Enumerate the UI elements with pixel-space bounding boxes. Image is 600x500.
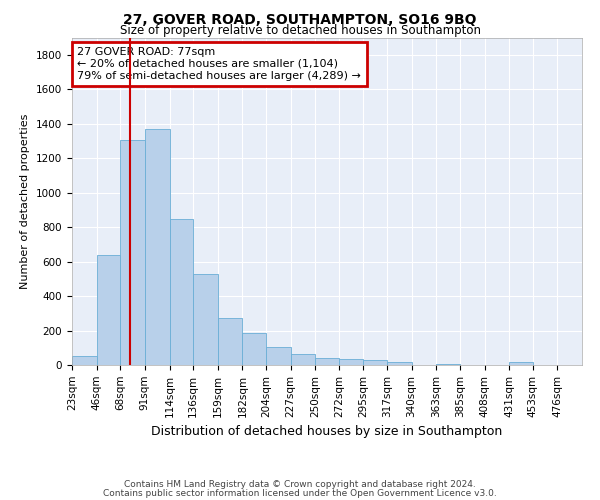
Y-axis label: Number of detached properties: Number of detached properties xyxy=(20,114,31,289)
X-axis label: Distribution of detached houses by size in Southampton: Distribution of detached houses by size … xyxy=(151,425,503,438)
Bar xyxy=(387,362,412,365)
Bar xyxy=(120,140,145,365)
Text: 27 GOVER ROAD: 77sqm
← 20% of detached houses are smaller (1,104)
79% of semi-de: 27 GOVER ROAD: 77sqm ← 20% of detached h… xyxy=(77,48,361,80)
Text: Size of property relative to detached houses in Southampton: Size of property relative to detached ho… xyxy=(119,24,481,37)
Text: Contains public sector information licensed under the Open Government Licence v3: Contains public sector information licen… xyxy=(103,488,497,498)
Bar xyxy=(97,255,120,365)
Bar xyxy=(193,274,218,365)
Bar xyxy=(145,129,170,365)
Text: 27, GOVER ROAD, SOUTHAMPTON, SO16 9BQ: 27, GOVER ROAD, SOUTHAMPTON, SO16 9BQ xyxy=(123,12,477,26)
Bar xyxy=(315,358,339,365)
Bar xyxy=(170,219,193,365)
Bar xyxy=(290,354,315,365)
Bar xyxy=(218,318,242,365)
Bar xyxy=(242,333,266,365)
Bar xyxy=(436,364,460,365)
Bar xyxy=(509,362,533,365)
Bar xyxy=(364,360,387,365)
Bar xyxy=(72,356,97,365)
Text: Contains HM Land Registry data © Crown copyright and database right 2024.: Contains HM Land Registry data © Crown c… xyxy=(124,480,476,489)
Bar xyxy=(339,359,364,365)
Bar xyxy=(266,347,290,365)
